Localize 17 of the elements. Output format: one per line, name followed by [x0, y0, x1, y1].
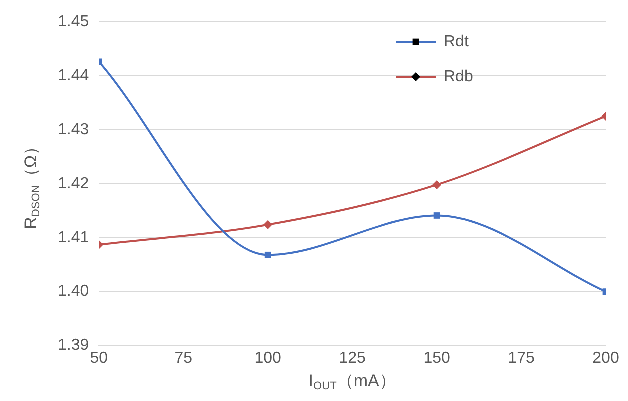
x-tick-label: 125	[339, 350, 366, 367]
x-tick-label: 200	[592, 350, 620, 367]
legend-label: Rdb	[444, 68, 474, 86]
x-tick-label: 100	[254, 350, 282, 367]
y-tick-label: 1.45	[58, 13, 90, 30]
legend-label: Rdt	[444, 33, 470, 50]
y-tick-label: 1.42	[58, 175, 90, 192]
y-tick-label: 1.44	[58, 67, 90, 84]
x-tick-label: 175	[508, 350, 535, 367]
x-tick-label: 150	[424, 350, 450, 367]
y-tick-label: 1.40	[58, 283, 90, 300]
y-tick-label: 1.41	[58, 229, 90, 246]
x-tick-label: 50	[90, 350, 108, 367]
y-axis-title: RDSON（Ω）	[22, 138, 42, 230]
y-tick-label: 1.43	[58, 121, 90, 138]
y-tick-label: 1.39	[58, 337, 90, 354]
x-tick-label: 75	[174, 350, 193, 367]
